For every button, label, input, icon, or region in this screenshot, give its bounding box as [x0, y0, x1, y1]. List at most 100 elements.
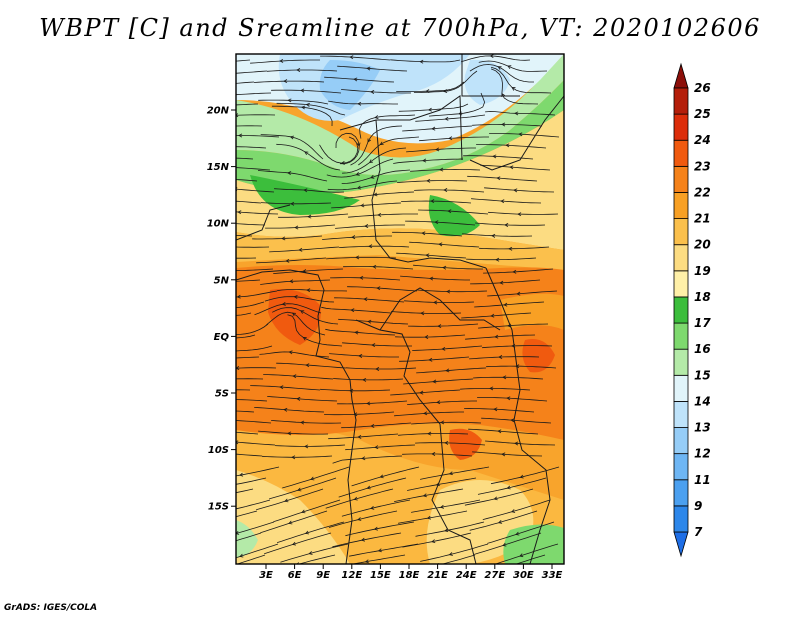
lon-label: 30E	[513, 570, 534, 581]
streamline	[236, 532, 262, 542]
streamline-arrow	[444, 528, 449, 533]
colorbar-label: 18	[694, 290, 711, 304]
streamline	[236, 356, 260, 359]
streamline	[236, 211, 279, 215]
streamline-arrow	[287, 431, 292, 436]
streamline	[236, 510, 258, 518]
streamline-arrow	[424, 335, 429, 339]
streamline	[282, 466, 350, 489]
streamline	[271, 89, 342, 94]
streamline-arrow	[366, 66, 371, 71]
streamline-arrow	[221, 199, 224, 202]
streamline	[258, 430, 329, 435]
streamline	[236, 81, 255, 84]
streamline-arrow	[425, 89, 430, 94]
streamline	[345, 521, 415, 537]
streamline-arrow	[231, 508, 234, 511]
streamline-arrow	[236, 366, 240, 370]
streamline-arrow	[302, 269, 307, 273]
streamline	[325, 488, 394, 509]
colorbar-segment	[673, 401, 689, 428]
streamline	[466, 257, 537, 261]
colorbar-label: 19	[694, 264, 711, 278]
streamline	[411, 499, 481, 513]
streamline-arrow	[370, 90, 375, 94]
streamline	[236, 367, 277, 369]
streamline	[345, 367, 417, 370]
streamline-arrow	[304, 444, 309, 449]
streamline-arrow	[372, 264, 377, 269]
streamline	[482, 499, 551, 520]
streamline	[236, 103, 259, 106]
streamline	[390, 59, 461, 63]
streamline	[322, 235, 392, 240]
streamline	[236, 246, 270, 248]
streamline-arrow	[508, 246, 513, 251]
streamline	[320, 388, 391, 392]
streamline	[345, 444, 416, 451]
streamline-arrow	[218, 430, 221, 433]
streamline	[414, 189, 485, 193]
map-frame	[235, 53, 565, 565]
streamline-arrow	[497, 429, 502, 434]
streamline	[413, 70, 478, 93]
wbpt-field-green-dark	[250, 175, 360, 215]
streamline-arrow	[218, 519, 221, 522]
streamline-arrow	[227, 72, 230, 75]
streamline-arrow	[214, 409, 217, 412]
streamline	[341, 499, 411, 517]
streamline-arrow	[296, 562, 299, 564]
streamline	[486, 365, 557, 369]
streamline-arrow	[448, 552, 453, 556]
streamline	[337, 400, 408, 405]
lat-label: 20N	[207, 106, 230, 117]
streamline	[341, 89, 411, 94]
streamline-arrow	[236, 531, 240, 535]
streamline	[236, 135, 280, 138]
streamline-arrow	[210, 61, 213, 64]
streamline	[397, 180, 468, 183]
streamline	[287, 314, 343, 347]
streamline	[483, 268, 554, 274]
streamline	[257, 170, 328, 182]
streamline	[236, 543, 279, 559]
streamline	[348, 213, 418, 218]
streamline-arrow	[438, 242, 443, 247]
colorbar-segment	[673, 374, 689, 402]
colorbar-label: 17	[694, 316, 711, 330]
streamline	[236, 466, 280, 477]
streamline-arrow	[362, 377, 367, 382]
streamline	[415, 521, 485, 537]
lat-label: 10S	[208, 445, 229, 456]
streamline	[276, 521, 345, 543]
streamline	[269, 246, 340, 253]
colorbar-label: 7	[694, 525, 703, 539]
streamline	[236, 334, 256, 339]
streamline-arrow	[433, 300, 438, 305]
streamline	[332, 532, 402, 548]
colorbar-segment	[673, 296, 689, 324]
streamline-arrow	[236, 294, 241, 299]
streamline-arrow	[361, 456, 366, 461]
streamline-arrow	[434, 220, 439, 225]
streamline-arrow	[370, 505, 375, 510]
streamline	[415, 114, 486, 122]
streamline-arrow	[283, 407, 288, 412]
streamline	[236, 179, 258, 182]
streamline	[269, 477, 337, 500]
streamline-arrow	[368, 244, 373, 249]
lon-label: 33E	[542, 570, 563, 581]
streamline	[460, 55, 531, 63]
streamline	[330, 277, 401, 281]
streamline	[407, 400, 477, 405]
streamline	[404, 300, 475, 303]
streamline	[335, 132, 360, 165]
streamline	[470, 279, 541, 285]
streamline	[467, 175, 538, 182]
streamline	[236, 453, 263, 457]
streamline	[258, 99, 329, 105]
streamline-arrow	[513, 188, 518, 193]
streamline	[276, 143, 341, 171]
streamline	[332, 455, 403, 464]
streamline-arrow	[519, 474, 524, 479]
